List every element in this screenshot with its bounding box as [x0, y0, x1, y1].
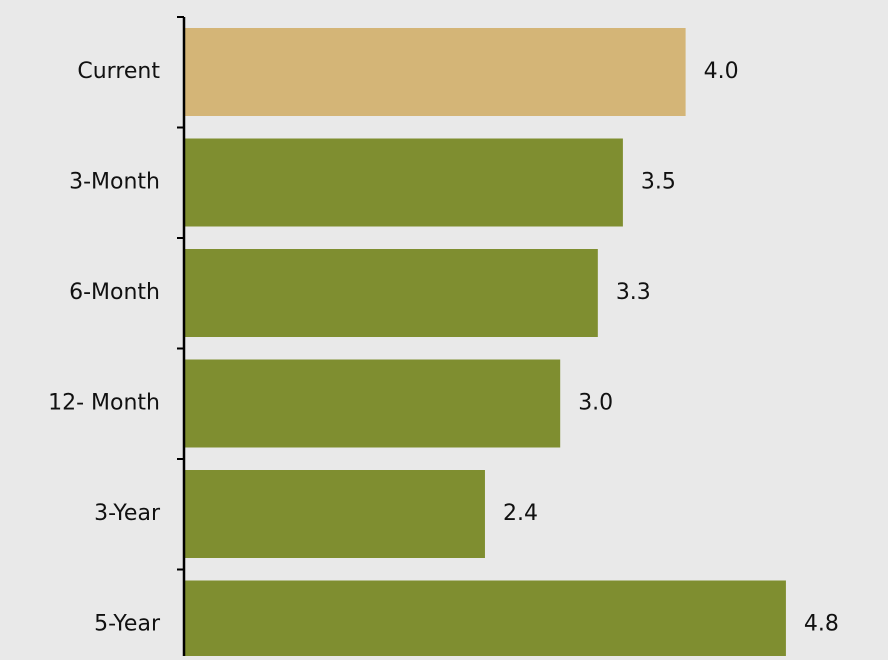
bars-layer: [184, 28, 786, 660]
bar-4: [184, 359, 561, 448]
category-labels-layer: Current 3-Month 6-Month 12- Month 3-Year 5-Ye…: [48, 59, 161, 637]
bar-3: [184, 249, 598, 337]
category-label: 6-Month: [69, 280, 160, 305]
value-label: 3.3: [616, 280, 651, 305]
bar-2: [184, 138, 623, 227]
category-label: 12- Month: [48, 391, 160, 416]
category-label: 5-Year: [94, 612, 161, 637]
bar-6: [184, 580, 786, 660]
value-label: 2.4: [503, 501, 538, 526]
category-label: 3-Year: [94, 501, 161, 526]
category-label: 3-Month: [69, 170, 160, 195]
y-axis-layer: [177, 16, 186, 656]
value-label: 4.8: [804, 612, 839, 637]
bar-5: [184, 470, 485, 558]
value-label: 3.0: [578, 391, 613, 416]
value-labels-layer: 4.0 3.5 3.3 3.0 2.4 4.8: [503, 59, 839, 637]
bar-1: [184, 28, 686, 116]
value-label: 3.5: [641, 170, 676, 195]
value-label: 4.0: [704, 59, 739, 84]
category-label: Current: [77, 59, 160, 84]
